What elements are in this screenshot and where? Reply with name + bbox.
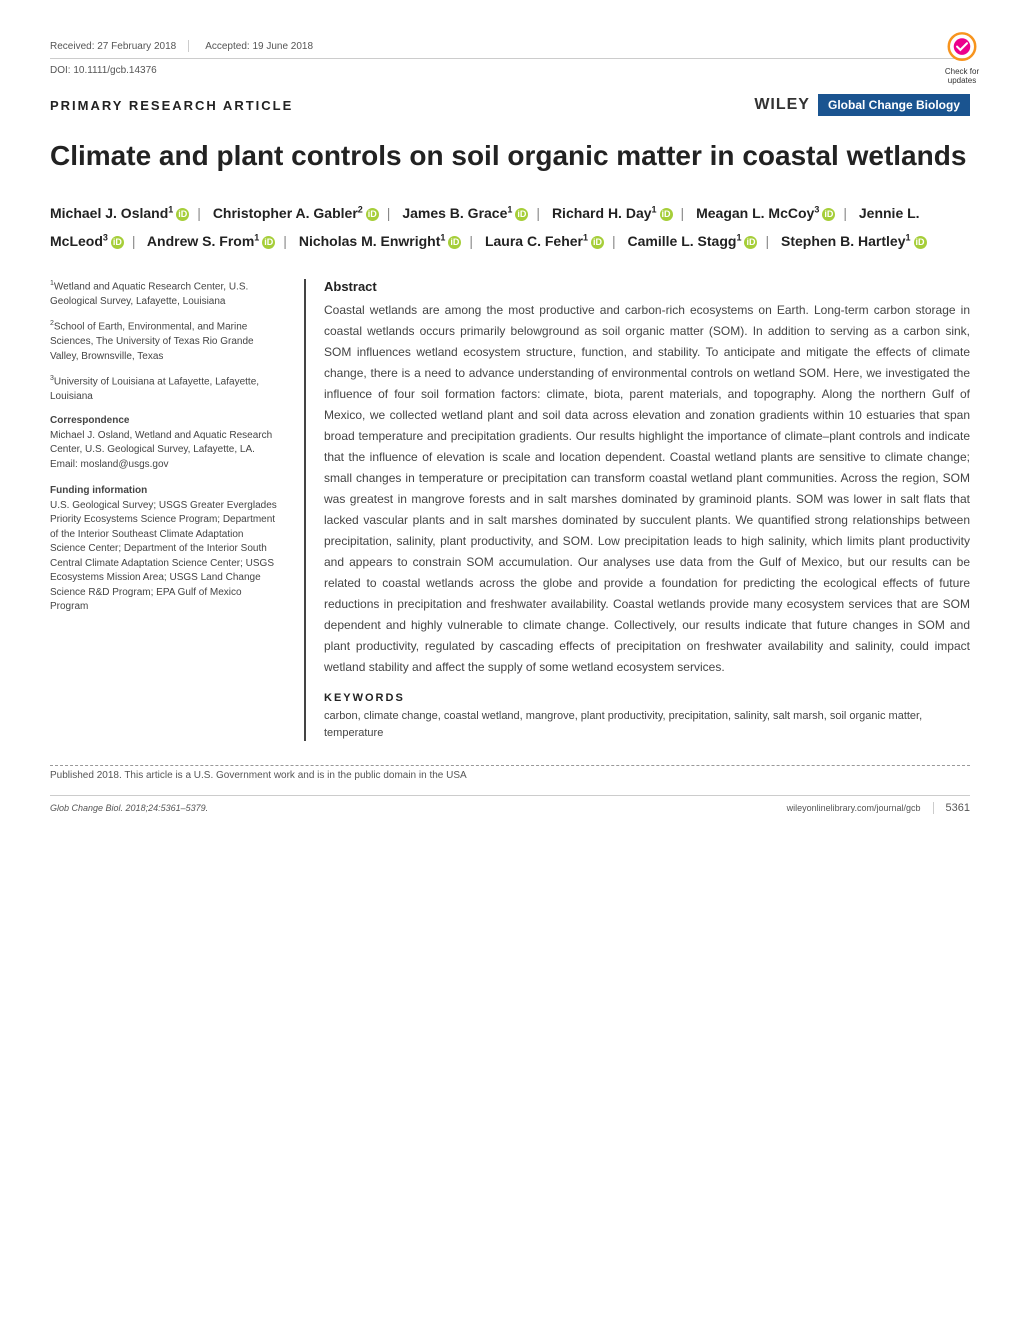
orcid-icon[interactable]: iD — [744, 236, 757, 249]
page-footer: Glob Change Biol. 2018;24:5361–5379. wil… — [50, 795, 970, 814]
author-separator: | — [765, 233, 769, 249]
abstract-text: Coastal wetlands are among the most prod… — [324, 300, 970, 678]
divider-dashed — [50, 765, 970, 766]
orcid-icon[interactable]: iD — [660, 208, 673, 221]
affiliation-1: 1Wetland and Aquatic Research Center, U.… — [50, 279, 280, 309]
journal-name-badge: Global Change Biology — [818, 94, 970, 116]
author-separator: | — [469, 233, 473, 249]
author-separator: | — [197, 205, 201, 221]
author-separator: | — [843, 205, 847, 221]
publisher-name: WILEY — [754, 96, 810, 114]
author: Meagan L. McCoy3iD — [696, 205, 835, 221]
author-separator: | — [387, 205, 391, 221]
authors-list: Michael J. Osland1iD | Christopher A. Gab… — [50, 199, 970, 255]
check-updates-icon — [940, 30, 984, 66]
author: Camille L. Stagg1iD — [628, 233, 758, 249]
correspondence-body: Michael J. Osland, Wetland and Aquatic R… — [50, 429, 280, 458]
author-separator: | — [283, 233, 287, 249]
affiliation-2: 2School of Earth, Environmental, and Mar… — [50, 319, 280, 364]
author: Laura C. Feher1iD — [485, 233, 604, 249]
author: Stephen B. Hartley1iD — [781, 233, 927, 249]
author-separator: | — [612, 233, 616, 249]
article-type-label: PRIMARY RESEARCH ARTICLE — [50, 98, 293, 113]
publisher-badge: WILEY Global Change Biology — [754, 94, 970, 116]
author: Richard H. Day1iD — [552, 205, 673, 221]
correspondence-email: Email: mosland@usgs.gov — [50, 458, 280, 473]
funding-title: Funding information — [50, 484, 280, 499]
author-separator: | — [132, 233, 136, 249]
orcid-icon[interactable]: iD — [111, 236, 124, 249]
author: James B. Grace1iD — [402, 205, 528, 221]
orcid-icon[interactable]: iD — [176, 208, 189, 221]
orcid-icon[interactable]: iD — [515, 208, 528, 221]
author-separator: | — [681, 205, 685, 221]
doi-text: DOI: 10.1111/gcb.14376 — [50, 65, 970, 76]
check-updates-label: Check for updates — [945, 68, 979, 86]
sidebar-metadata: 1Wetland and Aquatic Research Center, U.… — [50, 279, 280, 741]
author: Nicholas M. Enwright1iD — [299, 233, 462, 249]
article-type-row: PRIMARY RESEARCH ARTICLE WILEY Global Ch… — [50, 94, 970, 116]
correspondence-title: Correspondence — [50, 414, 280, 429]
author: Christopher A. Gabler2iD — [213, 205, 379, 221]
orcid-icon[interactable]: iD — [822, 208, 835, 221]
author: Andrew S. From1iD — [147, 233, 275, 249]
funding-body: U.S. Geological Survey; USGS Greater Eve… — [50, 499, 280, 615]
received-date: Received: 27 February 2018 — [50, 41, 176, 52]
keywords-text: carbon, climate change, coastal wetland,… — [324, 708, 970, 741]
affiliation-3: 3University of Louisiana at Lafayette, L… — [50, 374, 280, 404]
accepted-date: Accepted: 19 June 2018 — [201, 41, 970, 52]
footer-citation: Glob Change Biol. 2018;24:5361–5379. — [50, 803, 208, 813]
article-title: Climate and plant controls on soil organ… — [50, 138, 970, 173]
orcid-icon[interactable]: iD — [366, 208, 379, 221]
orcid-icon[interactable]: iD — [262, 236, 275, 249]
author: Michael J. Osland1iD — [50, 205, 189, 221]
abstract-column: Abstract Coastal wetlands are among the … — [304, 279, 970, 741]
article-dates-row: Received: 27 February 2018 Accepted: 19 … — [50, 40, 970, 59]
footer-page-number: 5361 — [933, 802, 970, 814]
footer-url: wileyonlinelibrary.com/journal/gcb — [787, 803, 921, 813]
abstract-heading: Abstract — [324, 279, 970, 294]
author-separator: | — [536, 205, 540, 221]
check-for-updates-badge[interactable]: Check for updates — [934, 30, 990, 86]
publication-note: Published 2018. This article is a U.S. G… — [50, 770, 970, 781]
orcid-icon[interactable]: iD — [591, 236, 604, 249]
orcid-icon[interactable]: iD — [914, 236, 927, 249]
keywords-heading: KEYWORDS — [324, 692, 970, 704]
orcid-icon[interactable]: iD — [448, 236, 461, 249]
